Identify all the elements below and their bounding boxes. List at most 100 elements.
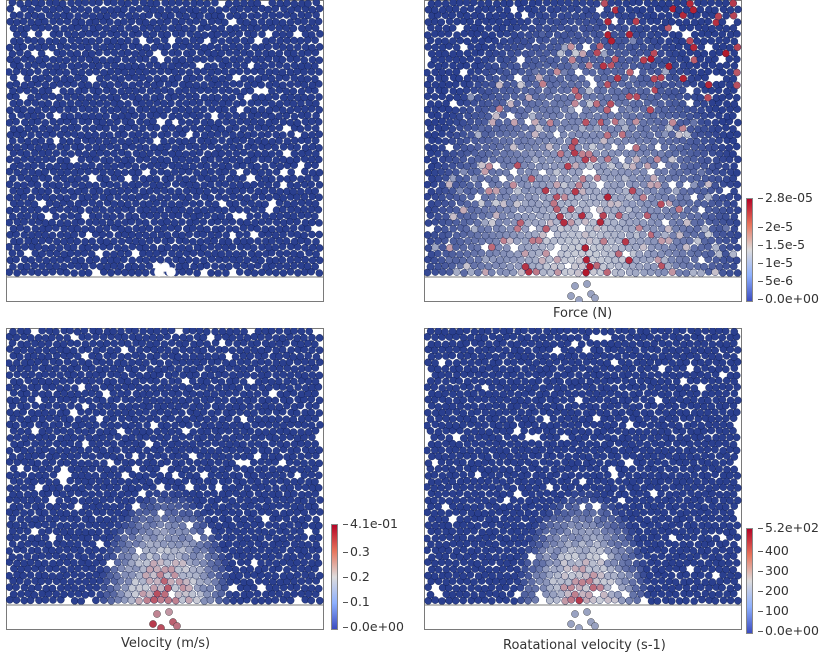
particle bbox=[697, 156, 706, 164]
particle bbox=[625, 56, 633, 64]
particle bbox=[167, 236, 175, 245]
particle bbox=[628, 112, 637, 121]
particle bbox=[647, 93, 655, 102]
particle bbox=[127, 156, 136, 164]
particle bbox=[592, 124, 601, 133]
particle bbox=[153, 577, 162, 586]
particle bbox=[301, 143, 310, 152]
particle bbox=[452, 231, 461, 240]
particle bbox=[213, 93, 222, 102]
particle bbox=[55, 534, 64, 542]
particle bbox=[254, 49, 263, 58]
particle bbox=[16, 199, 25, 208]
particle bbox=[125, 137, 133, 146]
particle bbox=[304, 11, 313, 20]
particle bbox=[31, 0, 39, 7]
particle bbox=[586, 262, 594, 271]
particle bbox=[167, 187, 175, 195]
particle bbox=[286, 118, 295, 127]
particle bbox=[595, 18, 604, 26]
particle bbox=[700, 262, 708, 271]
particle bbox=[701, 73, 709, 82]
particle bbox=[524, 143, 532, 151]
particle bbox=[257, 17, 266, 26]
particle bbox=[563, 224, 572, 232]
particle bbox=[719, 243, 727, 252]
particle bbox=[171, 243, 180, 252]
particle bbox=[441, 37, 450, 45]
particle bbox=[204, 452, 212, 460]
particle bbox=[267, 74, 276, 83]
particle bbox=[228, 533, 237, 542]
particle bbox=[128, 205, 136, 214]
particle bbox=[449, 0, 457, 7]
particle bbox=[121, 181, 129, 189]
particle bbox=[134, 559, 143, 568]
particle bbox=[225, 99, 233, 107]
particle bbox=[649, 225, 658, 233]
particle bbox=[268, 237, 276, 245]
particle bbox=[91, 471, 100, 480]
particle bbox=[204, 515, 212, 524]
particle bbox=[296, 465, 305, 474]
particle bbox=[671, 162, 680, 170]
particle bbox=[152, 464, 161, 473]
particle bbox=[16, 125, 25, 133]
particle bbox=[195, 74, 204, 82]
particle bbox=[293, 43, 302, 51]
particle bbox=[45, 62, 54, 70]
particle bbox=[10, 440, 18, 449]
particle bbox=[70, 496, 78, 505]
particle bbox=[200, 131, 209, 139]
particle bbox=[103, 489, 111, 498]
particle bbox=[250, 180, 258, 189]
particle bbox=[134, 446, 143, 454]
particle bbox=[474, 268, 482, 277]
particle bbox=[114, 433, 122, 441]
particle bbox=[257, 546, 265, 554]
particle bbox=[196, 552, 204, 560]
particle bbox=[675, 205, 683, 213]
particle bbox=[722, 212, 730, 221]
particle bbox=[426, 237, 435, 246]
particle bbox=[582, 255, 591, 264]
particle bbox=[733, 243, 742, 252]
particle bbox=[110, 250, 118, 259]
particle bbox=[697, 106, 705, 115]
particle bbox=[315, 446, 324, 454]
particle bbox=[289, 224, 298, 232]
particle bbox=[161, 0, 169, 7]
particle bbox=[99, 546, 107, 555]
particle bbox=[91, 106, 100, 114]
particle bbox=[48, 408, 57, 416]
particle bbox=[44, 148, 53, 157]
particle bbox=[293, 93, 302, 102]
particle bbox=[95, 440, 104, 448]
particle bbox=[31, 249, 40, 257]
particle bbox=[606, 100, 615, 108]
particle bbox=[258, 30, 266, 39]
particle bbox=[8, 540, 17, 548]
particle bbox=[203, 415, 211, 424]
particle bbox=[41, 509, 49, 517]
particle bbox=[265, 68, 274, 76]
particle bbox=[192, 168, 201, 177]
particle bbox=[139, 162, 148, 171]
particle bbox=[528, 250, 536, 258]
particle bbox=[175, 0, 183, 7]
particle bbox=[59, 62, 68, 70]
particle bbox=[73, 237, 82, 246]
particle bbox=[495, 104, 504, 113]
particle bbox=[517, 244, 526, 252]
particle bbox=[495, 180, 503, 189]
particle bbox=[98, 218, 107, 227]
particle bbox=[678, 99, 687, 108]
particle bbox=[658, 136, 666, 145]
particle bbox=[258, 93, 266, 101]
particle bbox=[12, 521, 21, 529]
particle bbox=[503, 6, 511, 14]
particle bbox=[271, 117, 280, 126]
particle bbox=[690, 155, 698, 163]
particle bbox=[275, 225, 284, 233]
particle bbox=[235, 268, 244, 276]
